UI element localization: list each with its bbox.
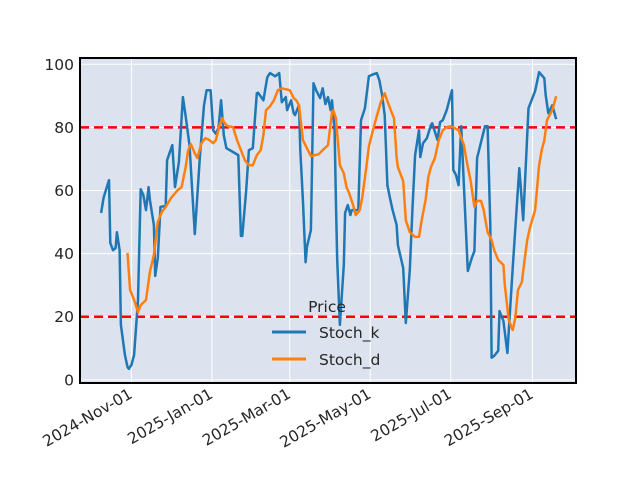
threshold-lines [80, 126, 576, 318]
y-tick-label: 20 [54, 308, 74, 326]
legend-label-stoch-k: Stoch_k [319, 324, 379, 343]
y-tick-label: 0 [64, 371, 74, 389]
y-tick-label: 80 [54, 119, 74, 137]
x-tick-label: 2024-Nov-01 [40, 385, 136, 451]
y-tick-label: 40 [54, 245, 74, 263]
series-lines [99, 70, 558, 371]
plot-frame [79, 57, 577, 384]
y-tick-label: 100 [44, 56, 74, 74]
plot-background [80, 58, 576, 383]
legend-title: Price [308, 298, 346, 316]
legend-label-stoch-d: Stoch_d [319, 351, 380, 370]
y-axis: 0 20 40 60 80 100 [44, 56, 74, 390]
x-tick-label: 2025-Sep-01 [441, 385, 536, 450]
x-axis: 2024-Nov-012025-Jan-012025-Mar-012025-Ma… [40, 385, 537, 452]
x-tick-label: 2025-May-01 [277, 385, 374, 452]
series-line-stoch-d [126, 87, 558, 332]
y-tick-label: 60 [54, 182, 74, 200]
legend: Price Stoch_k Stoch_d [272, 298, 380, 370]
